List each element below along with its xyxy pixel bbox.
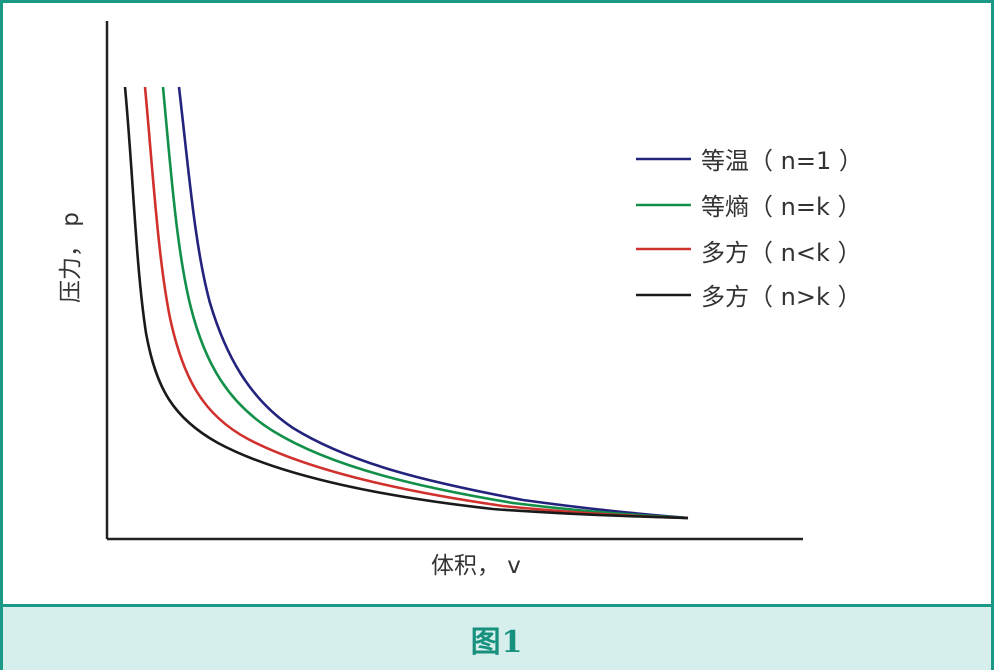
chart-svg: 等温（ n=1 ） 等熵（ n=k ） 多方（ n<k ） 多方（ n>k ） … bbox=[58, 21, 863, 579]
legend-label: 多方（ n<k ） bbox=[701, 239, 861, 267]
chart-area: 等温（ n=1 ） 等熵（ n=k ） 多方（ n<k ） 多方（ n>k ） … bbox=[3, 3, 991, 603]
curve-isentropic bbox=[161, 86, 689, 520]
figure-caption: 图1 bbox=[470, 624, 524, 660]
legend: 等温（ n=1 ） 等熵（ n=k ） 多方（ n<k ） 多方（ n>k ） bbox=[636, 147, 863, 311]
legend-item-isothermal: 等温（ n=1 ） bbox=[636, 147, 863, 175]
curve-polytropic-lt bbox=[143, 86, 689, 520]
curve-isothermal bbox=[177, 86, 689, 520]
caption-bar: 图1 bbox=[3, 604, 991, 670]
legend-item-isentropic: 等熵（ n=k ） bbox=[636, 193, 861, 221]
curve-polytropic-gt bbox=[123, 86, 689, 520]
legend-item-polytropic-lt: 多方（ n<k ） bbox=[636, 239, 861, 267]
legend-label: 等温（ n=1 ） bbox=[701, 147, 863, 175]
y-axis-label: 压力， p bbox=[58, 212, 84, 303]
x-axis-label: 体积， v bbox=[431, 553, 521, 579]
legend-label: 等熵（ n=k ） bbox=[701, 193, 861, 221]
legend-label: 多方（ n>k ） bbox=[701, 283, 861, 311]
legend-item-polytropic-gt: 多方（ n>k ） bbox=[636, 283, 861, 311]
